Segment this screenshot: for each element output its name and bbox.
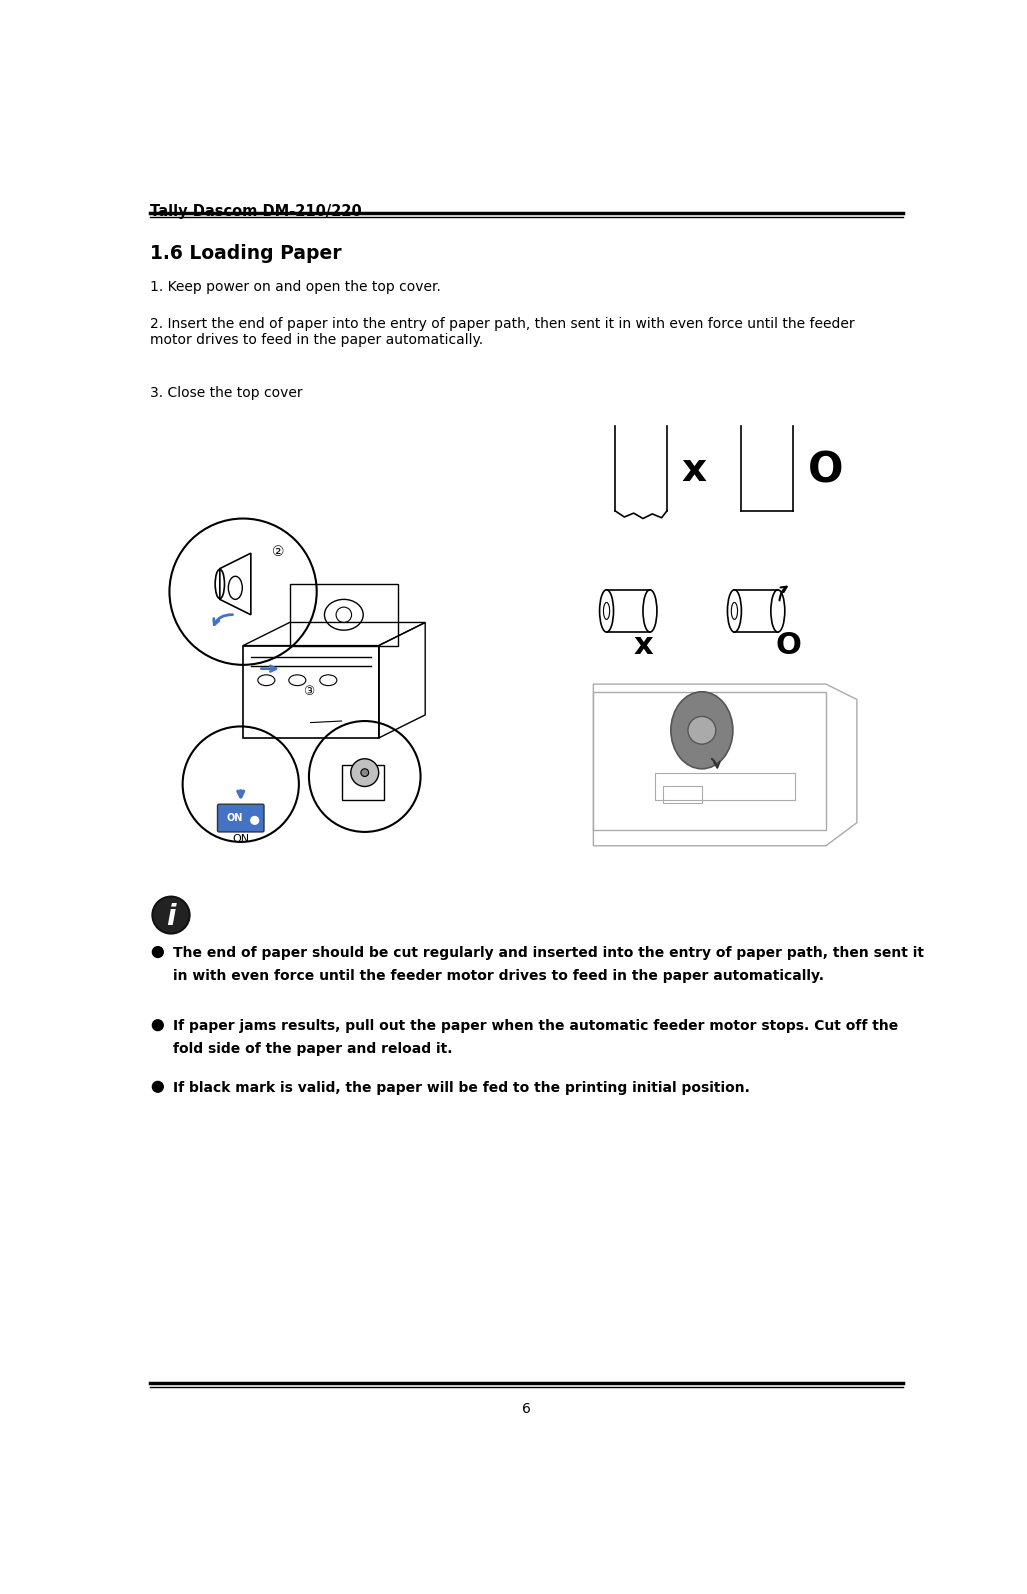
Text: ON: ON [232, 834, 250, 845]
Text: If paper jams results, pull out the paper when the automatic feeder motor stops.: If paper jams results, pull out the pape… [174, 1019, 899, 1055]
Text: If black mark is valid, the paper will be fed to the printing initial position.: If black mark is valid, the paper will b… [174, 1081, 750, 1095]
Text: The end of paper should be cut regularly and inserted into the entry of paper pa: The end of paper should be cut regularly… [174, 945, 924, 982]
Bar [594, 692, 826, 830]
Text: ③: ③ [303, 685, 314, 698]
Text: x: x [682, 451, 707, 489]
Text: 2. Insert the end of paper into the entry of paper path, then sent it in with ev: 2. Insert the end of paper into the entr… [150, 317, 854, 347]
Circle shape [251, 816, 259, 824]
Circle shape [351, 759, 379, 786]
Bar [663, 786, 701, 803]
Text: i: i [166, 902, 176, 931]
FancyBboxPatch shape [218, 805, 264, 832]
Text: O: O [808, 450, 843, 491]
Circle shape [152, 947, 163, 958]
Bar [243, 646, 379, 738]
Bar [655, 773, 795, 800]
Text: x: x [634, 631, 653, 660]
Text: 1. Keep power on and open the top cover.: 1. Keep power on and open the top cover. [150, 281, 441, 293]
Text: Tally Dascom DM-210/220: Tally Dascom DM-210/220 [150, 204, 362, 218]
Text: 3. Close the top cover: 3. Close the top cover [150, 386, 303, 400]
Circle shape [360, 768, 369, 776]
Text: O: O [775, 631, 802, 660]
Circle shape [152, 1081, 163, 1092]
Circle shape [688, 716, 716, 744]
Text: ON: ON [226, 813, 242, 823]
Circle shape [152, 1020, 163, 1031]
Ellipse shape [671, 692, 733, 768]
Bar [290, 583, 398, 646]
Text: ②: ② [272, 545, 284, 558]
Circle shape [152, 896, 190, 934]
Text: 1.6 Loading Paper: 1.6 Loading Paper [150, 244, 342, 263]
Text: 6: 6 [522, 1401, 530, 1415]
Bar [342, 765, 384, 800]
